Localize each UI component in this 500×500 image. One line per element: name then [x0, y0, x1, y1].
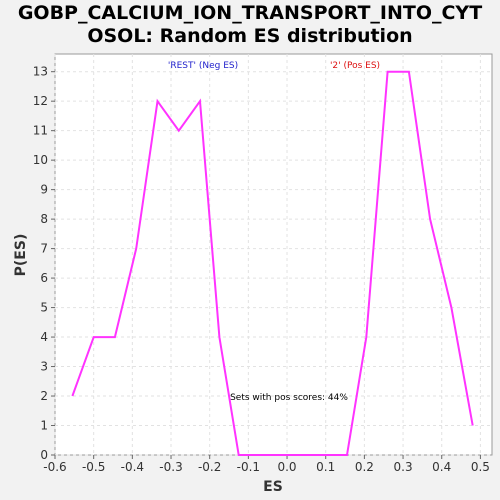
- y-axis-label: P(ES): [13, 234, 29, 277]
- y-tick-label: 9: [40, 183, 48, 197]
- legend-neg: 'REST' (Neg ES): [168, 61, 238, 71]
- y-tick-label: 12: [33, 94, 48, 108]
- chart-title-line1: GOBP_CALCIUM_ION_TRANSPORT_INTO_CYT: [17, 2, 483, 24]
- x-tick-label: 0.5: [471, 460, 490, 474]
- x-tick-label: 0.4: [432, 460, 451, 474]
- series-line: [71, 70, 474, 456]
- plot-area: [54, 53, 493, 456]
- axis-ticks: -0.6 -0.5 -0.4 -0.3 -0.2 -0.1 0.0 0.1 0.2 0.3 0.4 0…: [33, 65, 490, 474]
- x-axis-label: ES: [263, 479, 283, 495]
- chart-title: GOBP_CALCIUM_ION_TRANSPORT_INTO_CYT OSOL…: [0, 2, 500, 48]
- x-tick-label: -0.5: [82, 460, 105, 474]
- y-tick-label: 6: [40, 271, 48, 285]
- x-tick-label: -0.1: [237, 460, 260, 474]
- x-tick-label: 0.1: [316, 460, 335, 474]
- x-tick-label: 0.0: [277, 460, 296, 474]
- grid-lines: [54, 54, 492, 456]
- y-tick-label: 5: [40, 301, 48, 315]
- y-tick-label: 1: [40, 419, 48, 433]
- y-tick-label: 4: [40, 330, 48, 344]
- x-tick-label: -0.4: [121, 460, 144, 474]
- y-tick-label: 2: [40, 389, 48, 403]
- x-tick-label: -0.6: [43, 460, 66, 474]
- y-tick-label: 8: [40, 212, 48, 226]
- chart-title-line2: OSOL: Random ES distribution: [87, 25, 413, 47]
- series-group: [71, 70, 474, 456]
- y-tick-label: 10: [33, 153, 48, 167]
- y-tick-label: 13: [33, 65, 48, 79]
- legend-pos: '2' (Pos ES): [330, 61, 380, 71]
- y-tick-label: 3: [40, 360, 48, 374]
- y-tick-label: 7: [40, 242, 48, 256]
- x-tick-label: -0.2: [198, 460, 221, 474]
- y-tick-label: 0: [40, 448, 48, 462]
- annotation-pos-scores: Sets with pos scores: 44%: [230, 393, 348, 403]
- x-tick-label: 0.2: [355, 460, 374, 474]
- y-tick-label: 11: [33, 124, 48, 138]
- x-tick-label: 0.3: [394, 460, 413, 474]
- x-tick-label: -0.3: [159, 460, 182, 474]
